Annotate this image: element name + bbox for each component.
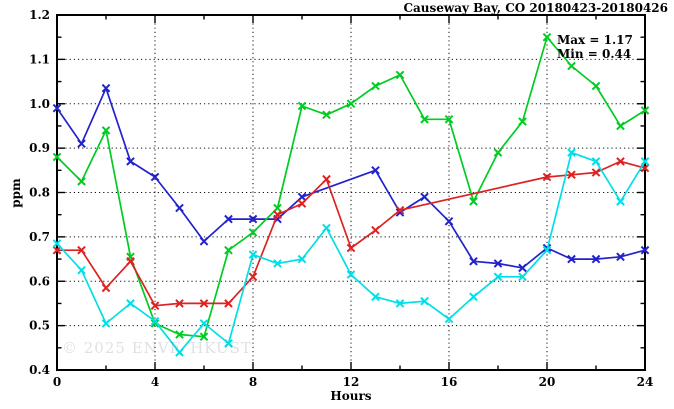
y-axis-label: ppm <box>9 178 23 208</box>
x-axis-label: Hours <box>330 389 372 403</box>
min-annotation: Min = 0.44 <box>557 47 632 61</box>
x-tick-label: 24 <box>637 375 654 389</box>
x-tick-label: 8 <box>249 375 257 389</box>
series-blue-markers <box>52 83 650 273</box>
watermark: © 2025 ENVF, HKUST <box>62 339 252 357</box>
y-tick-label: 0.8 <box>29 186 50 200</box>
series-blue-line <box>56 87 646 269</box>
x-tick-label: 16 <box>441 375 458 389</box>
x-tick-label: 0 <box>53 375 61 389</box>
y-tick-label: 1.1 <box>29 52 50 66</box>
y-tick-label: 0.9 <box>29 141 50 155</box>
chart-title: Causeway Bay, CO 20180423-20180426 <box>403 1 668 15</box>
y-tick-label: 1.2 <box>29 8 50 22</box>
y-tick-label: 1.0 <box>29 97 50 111</box>
annotation-box: Max = 1.17 Min = 0.44 <box>557 33 633 61</box>
series-green-markers <box>52 32 650 342</box>
x-tick-label: 20 <box>539 375 556 389</box>
series-red-markers <box>52 157 650 311</box>
y-tick-label: 0.6 <box>29 274 50 288</box>
series-red-line <box>57 160 646 307</box>
y-tick-label: 0.5 <box>29 319 50 333</box>
y-tick-label: 0.7 <box>29 230 50 244</box>
max-annotation: Max = 1.17 <box>557 33 633 47</box>
series-green-line <box>56 36 646 338</box>
x-tick-label: 12 <box>343 375 360 389</box>
series-cyan-markers <box>52 148 650 357</box>
y-tick-label: 0.4 <box>29 363 50 377</box>
x-tick-label: 4 <box>151 375 159 389</box>
plot-border <box>56 14 646 371</box>
